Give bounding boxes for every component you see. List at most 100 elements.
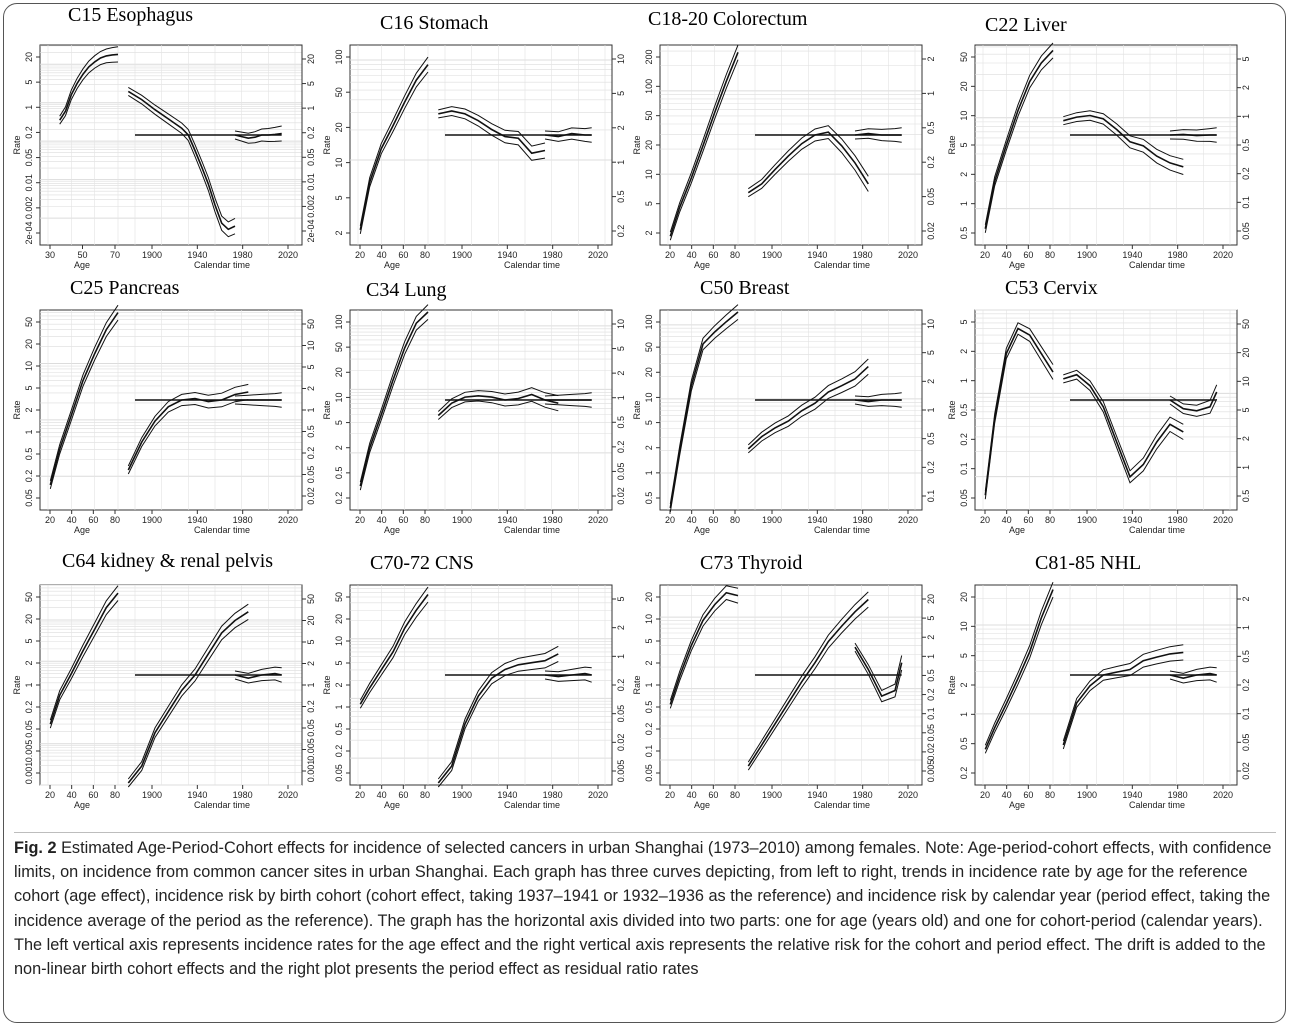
panel-title: C50 Breast [700,277,790,299]
left-tick-label: 5 [24,638,34,643]
right-tick-label: 0.2 [306,447,316,460]
left-tick-label: 0.01 [24,174,34,192]
series-line-3 [544,672,592,678]
series-line-1 [59,53,119,121]
y-axis-label: Rate [632,400,642,419]
series-line-1 [669,311,739,509]
right-tick-label: 2 [926,56,936,61]
left-tick-label: 50 [334,592,344,602]
time-tick-label: 1900 [1077,515,1097,525]
left-tick-label: 20 [959,81,969,91]
left-tick-label: 1 [644,682,654,687]
series-line-2 [437,387,559,412]
right-tick-label: 5 [306,639,316,644]
y-axis-label: Rate [322,135,332,154]
series-line-1 [984,327,1054,496]
series-line-3 [234,125,282,134]
age-tick-label: 20 [45,790,55,800]
time-axis-label: Calendar time [504,800,560,810]
series-line-3 [544,666,592,673]
time-tick-label: 1980 [853,250,873,260]
time-tick-label: 1900 [142,250,162,260]
series-line-1 [359,304,429,483]
panel-6: C34 Lung 0.2 0.5 2 5 10 20 50 100 0.02 0.05 0.2 0.5 1… [322,279,626,535]
left-tick-label: 0.05 [24,720,34,738]
right-tick-label: 0.5 [306,425,316,438]
series-line-2 [1063,114,1184,168]
series-line-2 [1063,369,1184,472]
left-tick-label: 0.05 [24,489,34,507]
left-tick-label: 5 [644,638,654,643]
panel-8: C53 Cervix 0.05 0.1 0.2 0.5 1 2 5 0.5 1 2 5 10 20 50 Ra… [947,277,1251,535]
right-tick-label: 0.005 [926,760,936,783]
series-line-3 [854,132,902,136]
series-line-2 [1063,110,1184,160]
plot-box [39,309,303,511]
series-line-1 [359,594,429,705]
left-tick-label: 20 [334,614,344,624]
series-line-2 [437,645,559,780]
right-tick-label: 2 [1241,436,1251,441]
series-line-3 [234,678,282,684]
right-tick-label: 0.5 [926,432,936,445]
left-tick-label: 2 [334,682,344,687]
right-tick-label: 0.2 [926,688,936,701]
left-tick-label: 1 [24,682,34,687]
y-axis-label: Rate [322,675,332,694]
time-tick-label: 1900 [452,515,472,525]
series-line-3 [1169,391,1218,412]
series-line-3 [234,672,282,680]
age-axis-label: Age [1009,525,1025,535]
left-tick-label: 10 [24,361,34,371]
time-tick-label: 2020 [278,790,298,800]
right-tick-label: 5 [616,91,626,96]
age-tick-label: 60 [398,250,408,260]
series-line-1 [49,592,119,725]
series-line-1 [359,71,429,234]
plot-box [659,309,923,511]
age-tick-label: 50 [77,250,87,260]
right-tick-label: 1 [926,407,936,412]
y-axis-label: Rate [12,400,22,419]
right-tick-label: 5 [306,81,316,86]
left-tick-label: 0.5 [334,467,344,480]
age-tick-label: 60 [708,250,718,260]
age-tick-label: 20 [355,515,365,525]
left-tick-label: 100 [644,79,654,94]
series-line-2 [437,653,559,784]
panel-title: C53 Cervix [1005,277,1098,299]
time-axis-label: Calendar time [814,800,870,810]
age-tick-label: 80 [110,515,120,525]
left-tick-label: 0.001 [24,762,34,785]
age-tick-label: 80 [1045,515,1055,525]
age-tick-label: 60 [88,515,98,525]
plot-box [349,309,613,511]
series-line-1 [59,46,119,117]
series-line-2 [437,400,559,420]
right-tick-label: 0.02 [616,734,626,752]
series-line-2 [748,125,869,190]
right-tick-label: 5 [306,364,316,369]
time-tick-label: 1980 [853,515,873,525]
left-tick-label: 10 [334,636,344,646]
right-tick-label: 0.1 [1241,707,1251,720]
panel-title: C25 Pancreas [70,277,180,299]
series-line-3 [854,137,902,143]
panel-title: C16 Stomach [380,12,488,34]
series-line-1 [669,59,739,241]
age-axis-label: Age [694,525,710,535]
left-tick-label: 10 [644,169,654,179]
left-tick-label: 20 [334,367,344,377]
age-tick-label: 20 [355,790,365,800]
time-tick-label: 2020 [588,790,608,800]
series-line-1 [49,312,119,486]
time-axis-label: Calendar time [194,525,250,535]
left-tick-label: 2 [24,660,34,665]
time-tick-label: 1900 [142,790,162,800]
right-tick-label: 0.005 [306,738,316,761]
series-line-3 [1169,672,1217,680]
right-tick-label: 0.2 [1241,679,1251,692]
right-tick-label: 0.1 [1241,196,1251,209]
y-axis-label: Rate [322,400,332,419]
series-line-2 [747,358,869,446]
